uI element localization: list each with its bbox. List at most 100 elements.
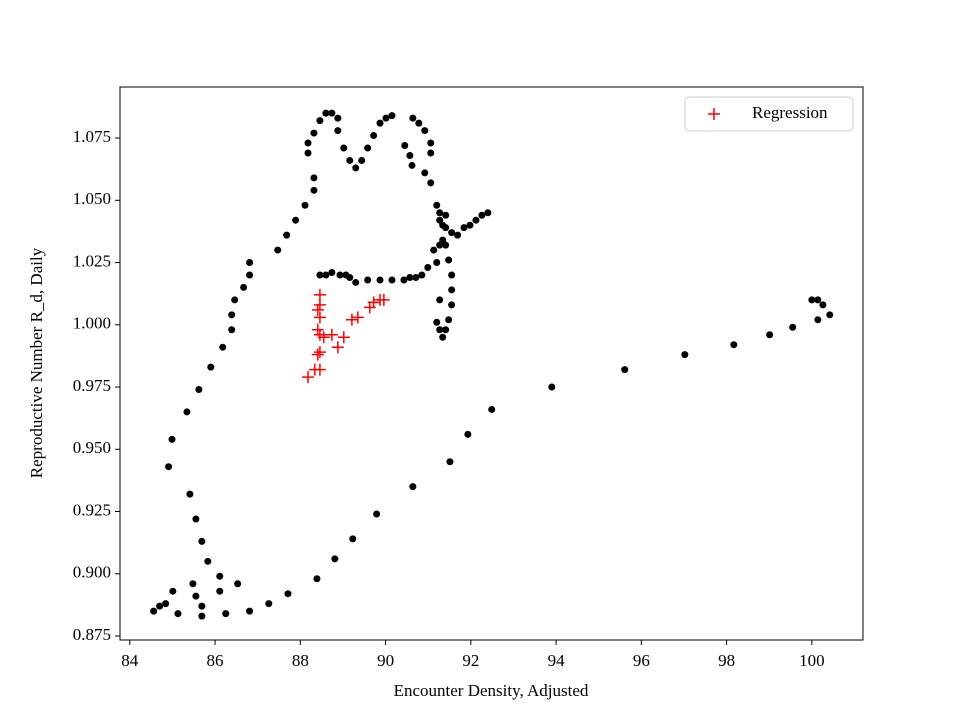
point — [192, 515, 200, 523]
point — [424, 264, 432, 272]
point — [808, 296, 816, 304]
point — [207, 363, 215, 371]
point — [370, 132, 378, 140]
point — [364, 276, 372, 284]
x-tick-label: 84 — [121, 651, 139, 670]
point — [165, 463, 173, 471]
point — [433, 201, 441, 209]
x-tick-label: 92 — [462, 651, 479, 670]
plus-marker — [317, 331, 330, 344]
point — [439, 221, 447, 229]
point — [446, 458, 454, 466]
point — [730, 341, 738, 349]
point — [488, 405, 496, 413]
plus-marker — [313, 363, 326, 376]
point — [373, 510, 381, 518]
point — [301, 201, 309, 209]
point — [352, 164, 360, 172]
point — [814, 316, 822, 324]
plus-marker — [301, 371, 314, 384]
legend-label: Regression — [752, 103, 828, 122]
y-tick-label: 0.925 — [73, 500, 111, 519]
point — [406, 273, 414, 281]
point — [189, 580, 197, 588]
plus-marker — [311, 323, 324, 336]
y-tick-label: 0.950 — [73, 438, 111, 457]
point — [183, 408, 191, 416]
y-tick-label: 0.875 — [73, 625, 111, 644]
point — [334, 127, 342, 135]
y-tick-label: 0.975 — [73, 376, 111, 395]
point — [304, 139, 312, 147]
point — [352, 278, 360, 286]
point — [292, 216, 300, 224]
point — [409, 483, 417, 491]
point — [198, 612, 206, 620]
plot-frame — [119, 86, 864, 641]
plus-marker — [313, 346, 326, 359]
point — [156, 602, 164, 610]
point — [472, 216, 480, 224]
point — [304, 149, 312, 157]
point — [464, 430, 472, 438]
point — [322, 271, 330, 279]
point — [408, 161, 416, 169]
point — [442, 326, 450, 334]
point — [382, 114, 390, 122]
y-tick-label: 1.000 — [73, 314, 111, 333]
point — [433, 259, 441, 267]
y-tick-label: 1.050 — [73, 189, 111, 208]
point — [358, 156, 366, 164]
point — [246, 607, 254, 615]
point — [388, 276, 396, 284]
point — [442, 211, 450, 219]
point — [336, 271, 344, 279]
point — [448, 286, 456, 294]
point — [228, 326, 236, 334]
plus-marker — [367, 296, 380, 309]
point — [548, 383, 556, 391]
point — [448, 301, 456, 309]
point — [421, 169, 429, 177]
point — [162, 600, 170, 608]
point — [198, 602, 206, 610]
point — [789, 323, 797, 331]
point — [364, 144, 372, 152]
plus-marker — [345, 313, 358, 326]
point — [448, 271, 456, 279]
point — [246, 259, 254, 267]
y-tick-label: 1.075 — [73, 127, 111, 146]
point — [192, 592, 200, 600]
point — [819, 301, 827, 309]
point — [439, 333, 447, 341]
point — [310, 174, 318, 182]
point — [219, 343, 227, 351]
point — [346, 156, 354, 164]
point — [427, 149, 435, 157]
x-axis-label: Encounter Density, Adjusted — [394, 681, 589, 700]
y-tick-label: 0.900 — [73, 563, 111, 582]
point — [216, 587, 224, 595]
point — [484, 209, 492, 217]
point — [766, 331, 774, 339]
point — [436, 209, 444, 217]
plus-marker — [377, 293, 390, 306]
x-tick-label: 86 — [207, 651, 224, 670]
x-tick-label: 98 — [718, 651, 735, 670]
point — [478, 211, 486, 219]
point — [621, 366, 629, 374]
point — [681, 351, 689, 359]
point — [436, 296, 444, 304]
point — [415, 119, 423, 127]
point — [331, 555, 339, 563]
x-tick-label: 90 — [377, 651, 394, 670]
point — [168, 435, 176, 443]
plus-marker — [313, 311, 326, 324]
point — [186, 490, 194, 498]
x-tick-label: 94 — [548, 651, 566, 670]
point — [234, 580, 242, 588]
point — [195, 386, 203, 394]
point — [427, 179, 435, 187]
plus-marker — [311, 348, 324, 361]
